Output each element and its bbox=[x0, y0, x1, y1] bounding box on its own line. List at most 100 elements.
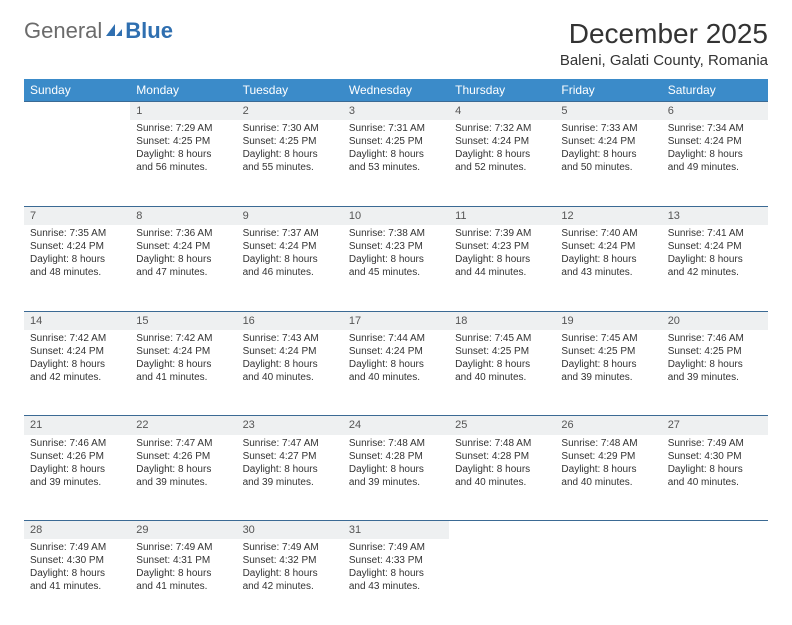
sunrise-line: Sunrise: 7:47 AM bbox=[243, 437, 337, 450]
logo-sail-icon bbox=[104, 22, 124, 38]
sunset-line: Sunset: 4:26 PM bbox=[136, 450, 230, 463]
sunrise-line: Sunrise: 7:49 AM bbox=[136, 541, 230, 554]
sunrise-line: Sunrise: 7:37 AM bbox=[243, 227, 337, 240]
sunrise-line: Sunrise: 7:36 AM bbox=[136, 227, 230, 240]
daylight-line: Daylight: 8 hours and 40 minutes. bbox=[455, 358, 549, 384]
sunset-line: Sunset: 4:24 PM bbox=[243, 345, 337, 358]
sunset-line: Sunset: 4:23 PM bbox=[455, 240, 549, 253]
empty-cell bbox=[449, 521, 555, 540]
day-cell: Sunrise: 7:37 AMSunset: 4:24 PMDaylight:… bbox=[237, 225, 343, 311]
day-number-cell: 10 bbox=[343, 206, 449, 225]
day-cell-body: Sunrise: 7:49 AMSunset: 4:31 PMDaylight:… bbox=[130, 539, 236, 599]
sunset-line: Sunset: 4:28 PM bbox=[349, 450, 443, 463]
day-cell: Sunrise: 7:32 AMSunset: 4:24 PMDaylight:… bbox=[449, 120, 555, 206]
daylight-line: Daylight: 8 hours and 49 minutes. bbox=[668, 148, 762, 174]
day-cell-body: Sunrise: 7:49 AMSunset: 4:30 PMDaylight:… bbox=[24, 539, 130, 599]
day-cell: Sunrise: 7:45 AMSunset: 4:25 PMDaylight:… bbox=[449, 330, 555, 416]
day-number-cell: 19 bbox=[555, 311, 661, 330]
day-number-cell: 12 bbox=[555, 206, 661, 225]
sunrise-line: Sunrise: 7:47 AM bbox=[136, 437, 230, 450]
sunrise-line: Sunrise: 7:33 AM bbox=[561, 122, 655, 135]
sunset-line: Sunset: 4:24 PM bbox=[243, 240, 337, 253]
day-body-row: Sunrise: 7:35 AMSunset: 4:24 PMDaylight:… bbox=[24, 225, 768, 311]
daylight-line: Daylight: 8 hours and 50 minutes. bbox=[561, 148, 655, 174]
daylight-line: Daylight: 8 hours and 40 minutes. bbox=[561, 463, 655, 489]
sunrise-line: Sunrise: 7:41 AM bbox=[668, 227, 762, 240]
empty-cell bbox=[555, 539, 661, 625]
day-cell: Sunrise: 7:47 AMSunset: 4:26 PMDaylight:… bbox=[130, 435, 236, 521]
daylight-line: Daylight: 8 hours and 40 minutes. bbox=[349, 358, 443, 384]
sunset-line: Sunset: 4:29 PM bbox=[561, 450, 655, 463]
day-cell: Sunrise: 7:49 AMSunset: 4:32 PMDaylight:… bbox=[237, 539, 343, 625]
day-number-cell: 28 bbox=[24, 521, 130, 540]
day-number-row: 21222324252627 bbox=[24, 416, 768, 435]
sunrise-line: Sunrise: 7:46 AM bbox=[30, 437, 124, 450]
day-cell: Sunrise: 7:38 AMSunset: 4:23 PMDaylight:… bbox=[343, 225, 449, 311]
daylight-line: Daylight: 8 hours and 53 minutes. bbox=[349, 148, 443, 174]
day-cell-body: Sunrise: 7:44 AMSunset: 4:24 PMDaylight:… bbox=[343, 330, 449, 390]
day-cell-body: Sunrise: 7:32 AMSunset: 4:24 PMDaylight:… bbox=[449, 120, 555, 180]
sunrise-line: Sunrise: 7:43 AM bbox=[243, 332, 337, 345]
sunset-line: Sunset: 4:24 PM bbox=[30, 240, 124, 253]
day-number-cell: 5 bbox=[555, 102, 661, 121]
day-cell: Sunrise: 7:48 AMSunset: 4:28 PMDaylight:… bbox=[449, 435, 555, 521]
day-number-cell: 11 bbox=[449, 206, 555, 225]
daylight-line: Daylight: 8 hours and 39 minutes. bbox=[668, 358, 762, 384]
sunrise-line: Sunrise: 7:49 AM bbox=[349, 541, 443, 554]
sunrise-line: Sunrise: 7:49 AM bbox=[243, 541, 337, 554]
day-number-cell: 20 bbox=[662, 311, 768, 330]
day-cell: Sunrise: 7:39 AMSunset: 4:23 PMDaylight:… bbox=[449, 225, 555, 311]
day-number-row: 78910111213 bbox=[24, 206, 768, 225]
location: Baleni, Galati County, Romania bbox=[560, 52, 768, 69]
sunset-line: Sunset: 4:24 PM bbox=[561, 240, 655, 253]
empty-cell bbox=[555, 521, 661, 540]
sunrise-line: Sunrise: 7:48 AM bbox=[455, 437, 549, 450]
day-number-cell: 3 bbox=[343, 102, 449, 121]
daylight-line: Daylight: 8 hours and 40 minutes. bbox=[455, 463, 549, 489]
empty-cell bbox=[662, 539, 768, 625]
day-number-cell: 26 bbox=[555, 416, 661, 435]
day-number-cell: 15 bbox=[130, 311, 236, 330]
empty-cell bbox=[449, 539, 555, 625]
sunset-line: Sunset: 4:25 PM bbox=[243, 135, 337, 148]
day-number-cell: 6 bbox=[662, 102, 768, 121]
calendar-table: SundayMondayTuesdayWednesdayThursdayFrid… bbox=[24, 79, 768, 625]
day-cell: Sunrise: 7:49 AMSunset: 4:30 PMDaylight:… bbox=[662, 435, 768, 521]
sunrise-line: Sunrise: 7:48 AM bbox=[349, 437, 443, 450]
sunrise-line: Sunrise: 7:48 AM bbox=[561, 437, 655, 450]
daylight-line: Daylight: 8 hours and 44 minutes. bbox=[455, 253, 549, 279]
day-cell: Sunrise: 7:33 AMSunset: 4:24 PMDaylight:… bbox=[555, 120, 661, 206]
day-cell: Sunrise: 7:49 AMSunset: 4:33 PMDaylight:… bbox=[343, 539, 449, 625]
sunset-line: Sunset: 4:23 PM bbox=[349, 240, 443, 253]
sunset-line: Sunset: 4:32 PM bbox=[243, 554, 337, 567]
empty-cell bbox=[24, 120, 130, 206]
daylight-line: Daylight: 8 hours and 39 minutes. bbox=[30, 463, 124, 489]
sunset-line: Sunset: 4:31 PM bbox=[136, 554, 230, 567]
daylight-line: Daylight: 8 hours and 55 minutes. bbox=[243, 148, 337, 174]
day-number-cell: 2 bbox=[237, 102, 343, 121]
sunset-line: Sunset: 4:28 PM bbox=[455, 450, 549, 463]
sunrise-line: Sunrise: 7:49 AM bbox=[668, 437, 762, 450]
day-cell-body: Sunrise: 7:39 AMSunset: 4:23 PMDaylight:… bbox=[449, 225, 555, 285]
sunrise-line: Sunrise: 7:44 AM bbox=[349, 332, 443, 345]
day-cell: Sunrise: 7:46 AMSunset: 4:25 PMDaylight:… bbox=[662, 330, 768, 416]
day-cell: Sunrise: 7:49 AMSunset: 4:31 PMDaylight:… bbox=[130, 539, 236, 625]
weekday-header: Sunday bbox=[24, 79, 130, 102]
sunrise-line: Sunrise: 7:38 AM bbox=[349, 227, 443, 240]
day-body-row: Sunrise: 7:42 AMSunset: 4:24 PMDaylight:… bbox=[24, 330, 768, 416]
sunrise-line: Sunrise: 7:29 AM bbox=[136, 122, 230, 135]
day-cell: Sunrise: 7:43 AMSunset: 4:24 PMDaylight:… bbox=[237, 330, 343, 416]
day-number-cell: 23 bbox=[237, 416, 343, 435]
day-cell: Sunrise: 7:40 AMSunset: 4:24 PMDaylight:… bbox=[555, 225, 661, 311]
day-cell-body: Sunrise: 7:46 AMSunset: 4:26 PMDaylight:… bbox=[24, 435, 130, 495]
day-body-row: Sunrise: 7:29 AMSunset: 4:25 PMDaylight:… bbox=[24, 120, 768, 206]
sunset-line: Sunset: 4:24 PM bbox=[349, 345, 443, 358]
sunset-line: Sunset: 4:25 PM bbox=[561, 345, 655, 358]
day-number-cell: 31 bbox=[343, 521, 449, 540]
day-number-cell: 27 bbox=[662, 416, 768, 435]
sunset-line: Sunset: 4:25 PM bbox=[455, 345, 549, 358]
daylight-line: Daylight: 8 hours and 39 minutes. bbox=[243, 463, 337, 489]
day-cell: Sunrise: 7:45 AMSunset: 4:25 PMDaylight:… bbox=[555, 330, 661, 416]
day-cell: Sunrise: 7:47 AMSunset: 4:27 PMDaylight:… bbox=[237, 435, 343, 521]
title-block: December 2025 Baleni, Galati County, Rom… bbox=[560, 18, 768, 69]
